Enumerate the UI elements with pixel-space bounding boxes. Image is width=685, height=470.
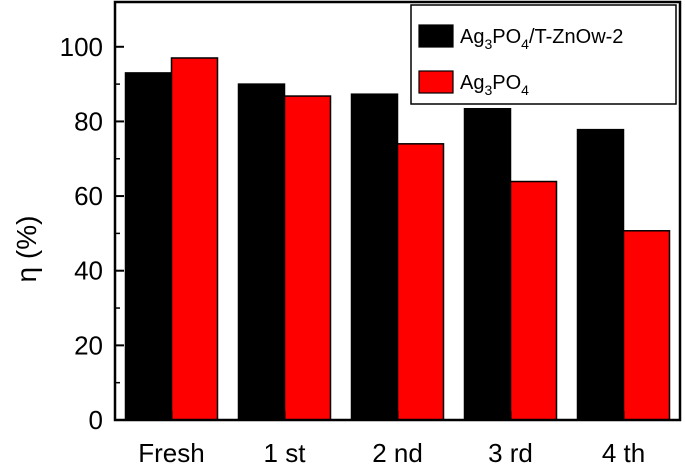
plot-frame [113,0,682,422]
x-tick-label-0: Fresh [138,438,204,468]
y-tick-label-5: 100 [60,32,103,62]
x-tick-label-3: 3 rd [488,438,533,468]
bar-composite-1 [237,83,286,421]
bar-composite-2 [350,93,399,421]
legend-box [410,4,677,105]
y-tick-label-3: 60 [74,181,103,211]
bar-composite-4 [576,128,625,421]
bar-pure-1 [283,95,332,421]
bar-pure-4 [622,230,671,421]
x-tick-label-1: 1 st [264,438,307,468]
x-tick-label-4: 4 th [602,438,645,468]
y-tick-label-2: 40 [74,256,103,286]
legend-label-1: Ag3PO4 [460,72,529,98]
ticks-group: Fresh 1 st 2 nd 3 rd 4 th 0 20 40 60 80 100 [60,32,646,468]
legend-label-0: Ag3PO4/T-ZnOw-2 [460,26,623,52]
bars-group [124,57,671,421]
legend-swatch-0 [418,24,454,48]
y-tick-label-1: 20 [74,330,103,360]
bar-pure-2 [396,143,445,421]
y-tick-label-4: 80 [74,106,103,136]
y-axis-label: η (%) [11,216,42,283]
bar-composite-3 [463,107,512,421]
legend-swatch-1 [418,70,454,94]
bar-pure-3 [509,180,558,421]
legend: Ag3PO4/T-ZnOw-2 Ag3PO4 [410,4,677,105]
y-tick-label-0: 0 [89,405,103,435]
bar-pure-0 [170,57,219,421]
x-tick-label-2: 2 nd [372,438,423,468]
bar-composite-0 [124,72,173,421]
